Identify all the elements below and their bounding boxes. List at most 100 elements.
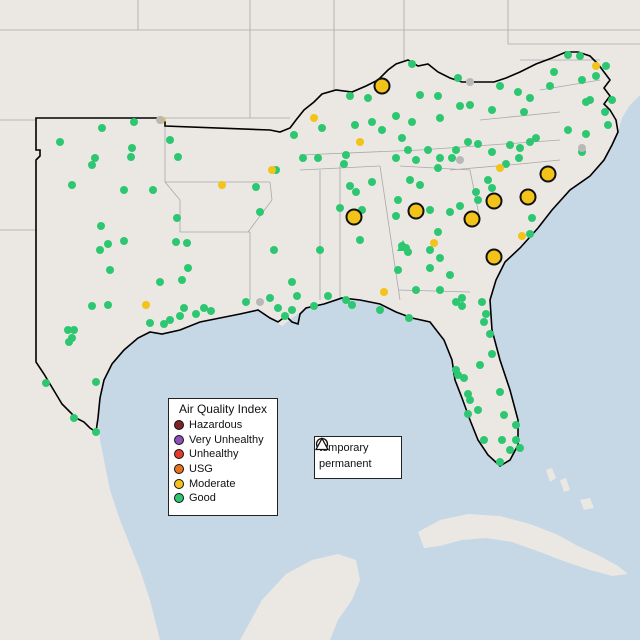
good-monitor-marker[interactable] [160,320,168,328]
good-monitor-marker[interactable] [394,266,402,274]
moderate-monitor-marker[interactable] [268,166,276,174]
good-monitor-marker[interactable] [392,112,400,120]
good-monitor-marker[interactable] [488,106,496,114]
good-monitor-marker[interactable] [288,306,296,314]
good-monitor-marker[interactable] [466,101,474,109]
good-monitor-marker[interactable] [456,102,464,110]
good-monitor-marker[interactable] [406,176,414,184]
good-monitor-marker[interactable] [368,178,376,186]
good-monitor-marker[interactable] [98,124,106,132]
good-monitor-marker[interactable] [515,154,523,162]
good-monitor-marker[interactable] [91,154,99,162]
good-monitor-marker[interactable] [242,298,250,306]
good-monitor-marker[interactable] [482,310,490,318]
good-monitor-marker[interactable] [156,278,164,286]
good-monitor-marker[interactable] [324,292,332,300]
good-monitor-marker[interactable] [290,131,298,139]
good-monitor-marker[interactable] [88,302,96,310]
good-monitor-marker[interactable] [424,146,432,154]
good-monitor-marker[interactable] [351,121,359,129]
moderate-temporary-monitor-marker[interactable] [485,192,503,210]
good-monitor-marker[interactable] [340,160,348,168]
good-monitor-marker[interactable] [436,286,444,294]
good-monitor-marker[interactable] [488,184,496,192]
good-monitor-marker[interactable] [346,182,354,190]
good-monitor-marker[interactable] [104,240,112,248]
good-monitor-marker[interactable] [172,238,180,246]
good-monitor-marker[interactable] [512,421,520,429]
good-monitor-marker[interactable] [604,121,612,129]
good-monitor-marker[interactable] [92,378,100,386]
good-monitor-marker[interactable] [446,271,454,279]
good-monitor-marker[interactable] [452,146,460,154]
good-monitor-marker[interactable] [104,301,112,309]
good-monitor-marker[interactable] [500,411,508,419]
good-monitor-marker[interactable] [364,94,372,102]
good-monitor-marker[interactable] [506,141,514,149]
moderate-monitor-marker[interactable] [310,114,318,122]
moderate-temporary-monitor-marker[interactable] [373,77,391,95]
good-monitor-marker[interactable] [376,306,384,314]
good-monitor-marker[interactable] [256,208,264,216]
good-monitor-marker[interactable] [496,82,504,90]
good-monitor-marker[interactable] [274,304,282,312]
good-monitor-marker[interactable] [550,68,558,76]
good-monitor-marker[interactable] [436,154,444,162]
good-monitor-marker[interactable] [464,138,472,146]
moderate-monitor-marker[interactable] [218,181,226,189]
good-monitor-marker[interactable] [474,406,482,414]
good-monitor-marker[interactable] [564,51,572,59]
good-monitor-marker[interactable] [426,206,434,214]
good-monitor-marker[interactable] [342,296,350,304]
good-monitor-marker[interactable] [70,326,78,334]
good-monitor-marker[interactable] [458,294,466,302]
good-monitor-marker[interactable] [520,108,528,116]
good-monitor-marker[interactable] [106,266,114,274]
good-monitor-marker[interactable] [426,246,434,254]
good-monitor-marker[interactable] [412,156,420,164]
good-monitor-marker[interactable] [464,410,472,418]
moderate-monitor-marker[interactable] [380,288,388,296]
good-monitor-marker[interactable] [336,204,344,212]
good-monitor-marker[interactable] [486,330,494,338]
good-monitor-marker[interactable] [92,428,100,436]
good-monitor-marker[interactable] [532,134,540,142]
good-monitor-marker[interactable] [474,140,482,148]
good-monitor-marker[interactable] [472,188,480,196]
good-monitor-marker[interactable] [149,186,157,194]
no-data-monitor-marker[interactable] [156,116,164,124]
good-monitor-marker[interactable] [42,379,50,387]
good-monitor-marker[interactable] [288,278,296,286]
good-monitor-marker[interactable] [270,246,278,254]
good-monitor-marker[interactable] [434,228,442,236]
moderate-temporary-monitor-marker[interactable] [519,188,537,206]
good-monitor-marker[interactable] [88,161,96,169]
good-monitor-marker[interactable] [582,130,590,138]
good-monitor-marker[interactable] [436,254,444,262]
good-monitor-marker[interactable] [392,212,400,220]
good-monitor-marker[interactable] [398,134,406,142]
good-monitor-marker[interactable] [178,276,186,284]
good-monitor-marker[interactable] [608,96,616,104]
good-monitor-marker[interactable] [299,154,307,162]
good-monitor-marker[interactable] [130,118,138,126]
good-monitor-marker[interactable] [146,319,154,327]
good-monitor-marker[interactable] [452,366,460,374]
good-monitor-marker[interactable] [316,246,324,254]
good-monitor-marker[interactable] [514,88,522,96]
good-monitor-marker[interactable] [404,146,412,154]
good-monitor-marker[interactable] [516,144,524,152]
good-monitor-marker[interactable] [394,196,402,204]
good-monitor-marker[interactable] [476,361,484,369]
moderate-monitor-marker[interactable] [356,138,364,146]
good-monitor-marker[interactable] [405,314,413,322]
good-monitor-marker[interactable] [480,318,488,326]
good-monitor-marker[interactable] [266,294,274,302]
good-monitor-marker[interactable] [166,316,174,324]
good-monitor-marker[interactable] [426,264,434,272]
good-monitor-marker[interactable] [466,396,474,404]
good-monitor-marker[interactable] [416,91,424,99]
good-monitor-marker[interactable] [484,176,492,184]
good-monitor-marker[interactable] [183,239,191,247]
